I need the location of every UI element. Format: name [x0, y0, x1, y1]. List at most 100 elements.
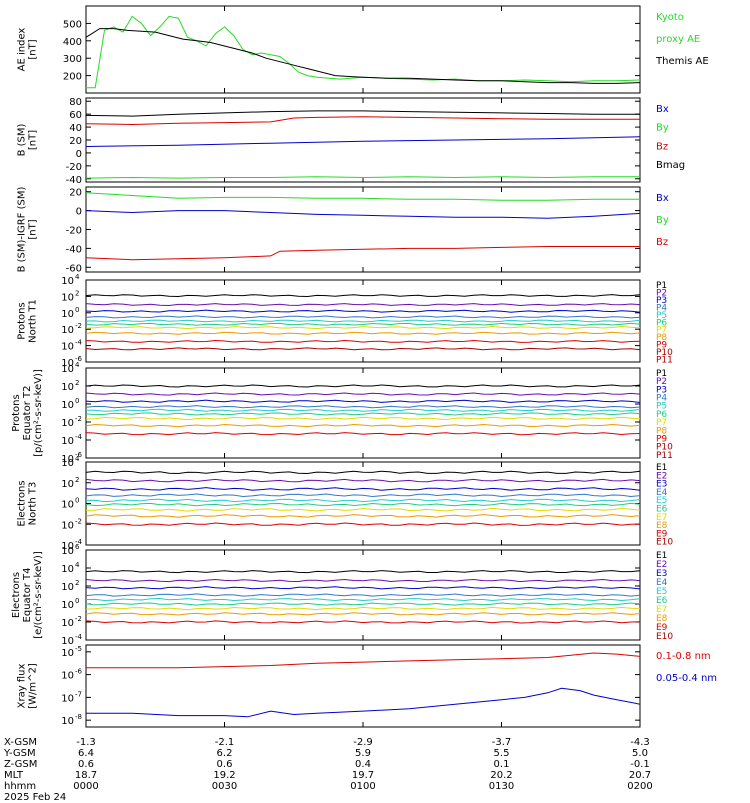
y-axis-label: [nT] — [28, 130, 39, 150]
y-tick-label: 10 — [61, 418, 74, 429]
y-tick-label: -20 — [66, 226, 82, 237]
y-tick-label: 10 — [61, 358, 74, 369]
y-axis-label: North T1 — [28, 299, 39, 343]
footer-value: 18.7 — [74, 770, 98, 781]
footer-value: 0200 — [627, 781, 653, 792]
footer-value: 20.2 — [490, 770, 513, 781]
series-line-e6 — [85, 502, 641, 507]
row-label-y-gsm: Y-GSM — [4, 748, 36, 759]
y-axis-label: Electrons — [17, 480, 28, 526]
series-line-p8 — [85, 423, 641, 428]
y-tick-exponent: -2 — [75, 517, 82, 525]
legend-entry: E3 — [656, 569, 667, 579]
y-tick-label: 10 — [61, 648, 74, 659]
y-tick-label: 300 — [63, 54, 82, 65]
footer-value: 5.5 — [493, 748, 510, 759]
legend-entry: P11 — [656, 451, 673, 461]
series-line-e1 — [85, 570, 641, 574]
y-tick-exponent: 2 — [75, 476, 79, 484]
y-tick-exponent: -6 — [75, 451, 83, 459]
legend-entry: P2 — [656, 377, 667, 387]
legend-entry: P4 — [656, 394, 667, 404]
y-tick-label: 20 — [69, 136, 82, 147]
y-tick-label: 10 — [61, 342, 74, 353]
legend-entry: E6 — [656, 505, 668, 515]
y-tick-exponent: -2 — [75, 322, 82, 330]
footer-value: -0.1 — [630, 759, 650, 770]
panel-frame — [85, 367, 641, 459]
y-tick-label: 10 — [61, 364, 74, 375]
legend-entry: E7 — [656, 513, 667, 523]
series-line-p3 — [85, 309, 641, 313]
y-tick-exponent: -2 — [75, 615, 82, 623]
series-line-p7 — [85, 416, 641, 421]
y-tick-exponent: 4 — [75, 361, 80, 369]
legend-entry: 0.1-0.8 nm — [656, 651, 711, 662]
series-line-p5 — [85, 408, 641, 412]
series-line-p2 — [85, 303, 641, 307]
legend-entry: E8 — [656, 614, 668, 624]
footer-value: 0000 — [73, 781, 99, 792]
series-line-p7 — [85, 325, 641, 330]
y-tick-label: 10 — [61, 671, 74, 682]
legend-entry: P10 — [656, 443, 673, 453]
series-line-e3 — [85, 487, 641, 491]
y-tick-label: 40 — [69, 123, 82, 134]
y-tick-label: -60 — [66, 263, 82, 274]
y-tick-exponent: -7 — [75, 690, 82, 698]
legend-entry: P6 — [656, 318, 667, 328]
legend-entry: E9 — [656, 623, 668, 633]
y-tick-exponent: 4 — [75, 455, 80, 463]
row-label-x-gsm: X-GSM — [4, 737, 38, 748]
legend-entry: P7 — [656, 418, 667, 428]
y-tick-exponent: -4 — [75, 433, 83, 441]
legend-entry: E4 — [656, 488, 668, 498]
y-tick-exponent: -4 — [75, 538, 83, 546]
y-axis-label: [nT] — [28, 39, 39, 59]
series-line-p8 — [85, 331, 641, 335]
series-line-p6 — [85, 322, 641, 326]
footer-value: 5.0 — [632, 748, 648, 759]
y-axis-label: Electrons — [11, 572, 22, 618]
y-tick-label: 10 — [61, 564, 74, 575]
y-axis-label: [e/(cm²-s-sr-keV)] — [33, 551, 44, 639]
footer-value: 0030 — [211, 781, 238, 792]
y-tick-label: 10 — [61, 292, 74, 303]
legend-entry: E10 — [656, 632, 673, 642]
y-tick-label: -20 — [66, 162, 82, 173]
legend-entry: E2 — [656, 560, 667, 570]
series-line-e5 — [85, 597, 641, 602]
y-tick-label: 400 — [63, 37, 82, 48]
series-line-p9 — [85, 339, 641, 343]
panel-frame — [85, 5, 641, 94]
series-line-e2 — [85, 578, 641, 583]
footer-value: 0130 — [488, 781, 515, 792]
y-tick-label: 10 — [61, 436, 74, 447]
legend-entry: E4 — [656, 578, 668, 588]
legend-entry: P7 — [656, 326, 667, 336]
y-tick-label: 20 — [69, 188, 82, 199]
series-line-p10 — [85, 347, 641, 351]
y-tick-exponent: -4 — [75, 633, 83, 641]
series-line-e4 — [85, 593, 641, 597]
y-axis-label: [W/m^2] — [28, 663, 39, 709]
y-tick-label: 10 — [61, 309, 74, 320]
y-axis-label: Protons — [11, 394, 22, 431]
legend-entry: E1 — [656, 463, 667, 473]
legend-entry: P3 — [656, 296, 667, 306]
footer-value: -2.1 — [214, 737, 235, 748]
row-label-hhmm: hhmm — [4, 781, 37, 792]
series-line-p4 — [85, 315, 641, 319]
legend-entry: By — [656, 123, 669, 134]
y-tick-label: 10 — [61, 582, 74, 593]
legend-entry: Bx — [656, 193, 669, 204]
series-line-e4 — [85, 493, 641, 498]
footer-value: -4.3 — [630, 737, 650, 748]
legend-entry: P4 — [656, 303, 667, 313]
legend-entry: E2 — [656, 471, 667, 481]
footer-value: 0.6 — [78, 759, 94, 770]
series-line-e3 — [85, 586, 641, 590]
legend-entry: Bz — [656, 141, 668, 152]
legend-entry: E8 — [656, 521, 668, 531]
